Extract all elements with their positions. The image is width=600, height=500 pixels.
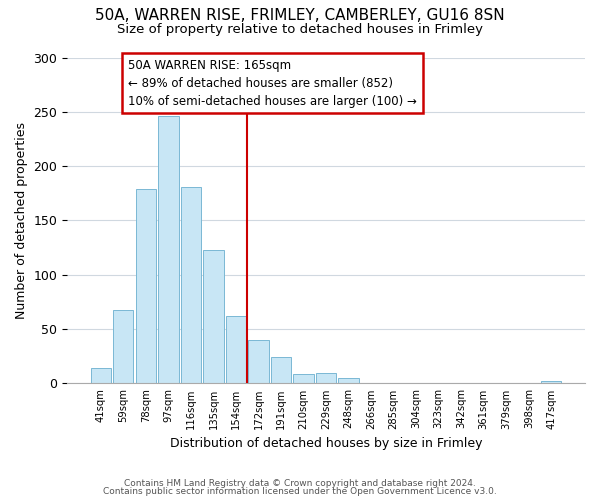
Bar <box>203 250 224 384</box>
Text: Size of property relative to detached houses in Frimley: Size of property relative to detached ho… <box>117 22 483 36</box>
Bar <box>113 310 133 384</box>
Bar <box>91 368 111 384</box>
Bar <box>226 316 246 384</box>
Bar <box>316 372 336 384</box>
Text: Contains HM Land Registry data © Crown copyright and database right 2024.: Contains HM Land Registry data © Crown c… <box>124 478 476 488</box>
Bar <box>338 378 359 384</box>
Bar <box>271 358 291 384</box>
Bar <box>293 374 314 384</box>
Bar <box>248 340 269 384</box>
Bar <box>541 382 562 384</box>
Bar <box>158 116 179 384</box>
Y-axis label: Number of detached properties: Number of detached properties <box>15 122 28 319</box>
Bar <box>181 187 201 384</box>
Text: 50A, WARREN RISE, FRIMLEY, CAMBERLEY, GU16 8SN: 50A, WARREN RISE, FRIMLEY, CAMBERLEY, GU… <box>95 8 505 22</box>
Text: 50A WARREN RISE: 165sqm
← 89% of detached houses are smaller (852)
10% of semi-d: 50A WARREN RISE: 165sqm ← 89% of detache… <box>128 58 417 108</box>
Text: Contains public sector information licensed under the Open Government Licence v3: Contains public sector information licen… <box>103 487 497 496</box>
X-axis label: Distribution of detached houses by size in Frimley: Distribution of detached houses by size … <box>170 437 482 450</box>
Bar <box>136 189 156 384</box>
